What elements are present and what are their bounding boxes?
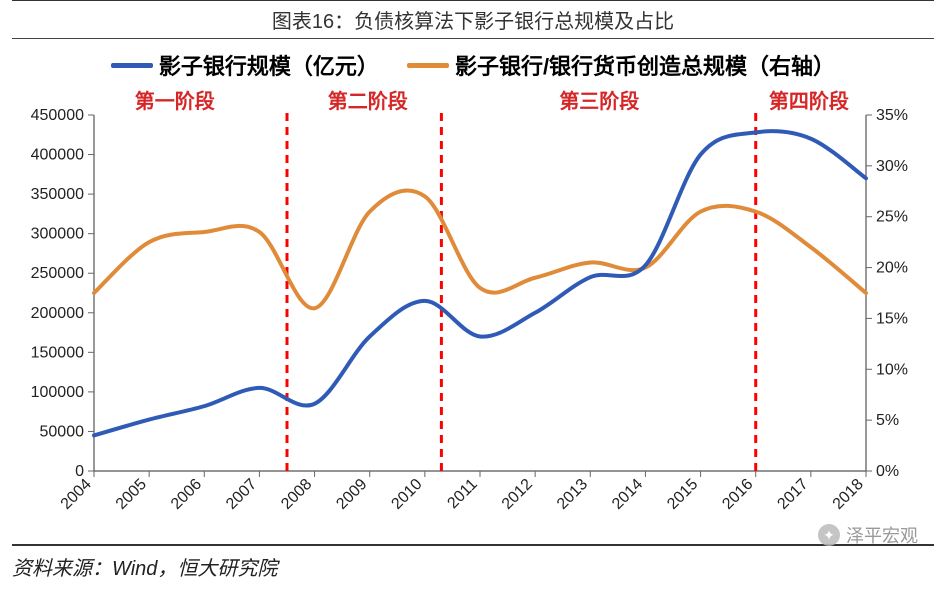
- watermark-text: 泽平宏观: [846, 522, 918, 548]
- y-right-tick: 0%: [876, 463, 899, 480]
- x-tick: 2007: [223, 476, 260, 513]
- chart-area: 第一阶段第二阶段第三阶段第四阶段 05000010000015000020000…: [12, 85, 934, 538]
- x-tick: 2016: [719, 476, 756, 513]
- y-left-tick: 150000: [31, 344, 84, 361]
- y-right-tick: 35%: [876, 107, 908, 124]
- y-left-tick: 300000: [31, 226, 84, 243]
- legend-label-1: 影子银行规模（亿元）: [159, 49, 379, 81]
- x-tick: 2015: [664, 476, 701, 513]
- legend-swatch-1: [111, 63, 153, 68]
- legend: 影子银行规模（亿元） 影子银行/银行货币创造总规模（右轴）: [0, 39, 946, 85]
- x-tick: 2013: [554, 476, 591, 513]
- y-left-tick: 200000: [31, 305, 84, 322]
- y-right-tick: 10%: [876, 361, 908, 378]
- legend-swatch-2: [407, 63, 449, 68]
- x-tick: 2011: [444, 476, 480, 512]
- x-tick: 2012: [499, 476, 536, 513]
- x-tick: 2005: [113, 476, 150, 513]
- series1-line: [94, 131, 866, 435]
- legend-item-series2: 影子银行/银行货币创造总规模（右轴）: [407, 49, 835, 81]
- x-tick: 2008: [278, 476, 315, 513]
- x-tick: 2006: [168, 476, 205, 513]
- x-tick: 2014: [609, 476, 646, 513]
- x-tick: 2017: [774, 476, 811, 513]
- y-right-tick: 15%: [876, 310, 908, 327]
- wechat-icon: ✦: [818, 524, 840, 546]
- y-left-tick: 400000: [31, 147, 84, 164]
- watermark: ✦ 泽平宏观: [818, 522, 918, 548]
- y-left-tick: 100000: [31, 384, 84, 401]
- series2-line: [94, 191, 866, 309]
- legend-label-2: 影子银行/银行货币创造总规模（右轴）: [455, 49, 835, 81]
- x-tick: 2004: [58, 476, 95, 513]
- y-left-tick: 450000: [31, 107, 84, 124]
- legend-item-series1: 影子银行规模（亿元）: [111, 49, 379, 81]
- y-left-tick: 250000: [31, 265, 84, 282]
- y-left-tick: 350000: [31, 186, 84, 203]
- x-tick: 2010: [388, 476, 425, 513]
- chart-svg: 0500001000001500002000002500003000003500…: [12, 85, 934, 533]
- y-right-tick: 30%: [876, 158, 908, 175]
- source-footer: 资料来源：Wind，恒大研究院: [12, 544, 934, 581]
- x-tick: 2018: [830, 476, 867, 513]
- y-left-tick: 50000: [40, 423, 85, 440]
- y-right-tick: 20%: [876, 260, 908, 277]
- chart-title: 图表16：负债核算法下影子银行总规模及占比: [12, 0, 934, 39]
- y-right-tick: 25%: [876, 209, 908, 226]
- y-right-tick: 5%: [876, 412, 899, 429]
- x-tick: 2009: [333, 476, 370, 513]
